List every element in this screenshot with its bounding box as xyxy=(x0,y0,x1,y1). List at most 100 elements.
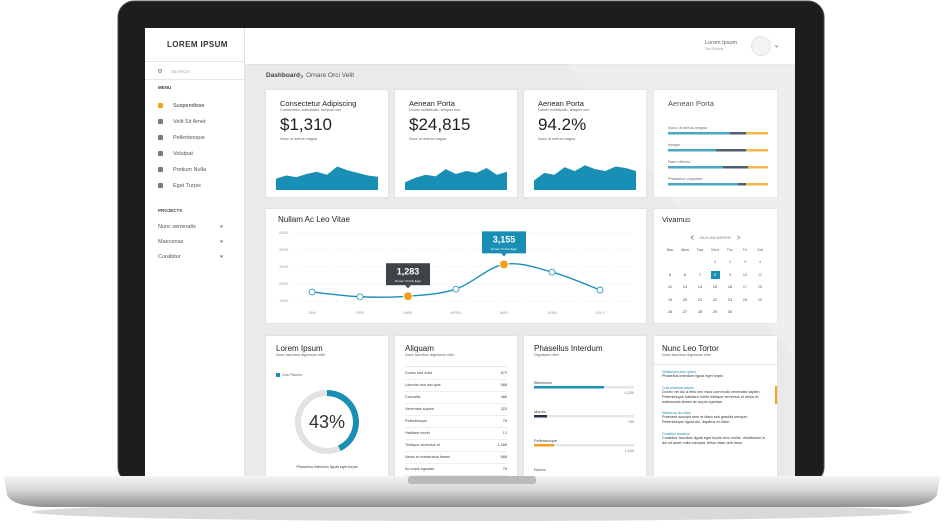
menu-item[interactable]: Suspendisse xyxy=(145,100,244,111)
progress-segment xyxy=(668,149,716,152)
calendar-day[interactable]: 24 xyxy=(742,297,748,302)
highlight-point xyxy=(499,259,509,270)
calendar-day[interactable]: 19 xyxy=(667,297,673,302)
feed-item[interactable]: Nullam ac leo vitae Praesent suscipit sem… xyxy=(654,411,777,425)
list-value: 486 xyxy=(500,395,507,399)
calendar-day[interactable]: 26 xyxy=(667,310,673,314)
calendar-day[interactable]: 20 xyxy=(682,297,688,302)
list-card: Aliquam Nunc faucibus dignissim nibh Donec… xyxy=(395,336,517,476)
project-item[interactable]: Maecenas xyxy=(145,236,244,247)
menu-label: Eget Turpis xyxy=(173,182,201,189)
list-value: 872 xyxy=(500,371,507,375)
point xyxy=(452,285,460,293)
project-item[interactable]: Nunc venenatis xyxy=(145,221,244,232)
x-tick-label: FEB xyxy=(356,310,364,315)
chevron xyxy=(219,255,224,258)
progress-label: Integer xyxy=(668,142,681,147)
divider xyxy=(654,364,777,365)
bar-card: Phasellus Interdum Dignissim nibh Bibendum… xyxy=(524,336,646,476)
calendar-day[interactable]: 29 xyxy=(712,310,718,314)
avatar[interactable] xyxy=(751,36,771,56)
chevron-icon xyxy=(219,225,224,228)
y-tick-label: 3000 xyxy=(279,264,289,269)
menu-item[interactable]: Volutpat xyxy=(145,148,244,159)
stat-card: Aenean Porta Donec sollicitudin, tempus n… xyxy=(524,90,646,197)
y-tick-label: 4000 xyxy=(279,247,289,252)
calendar-day[interactable]: 25 xyxy=(757,297,763,302)
screen: LOREM IPSUM SEARCH MENU Suspendisse Velit Si… xyxy=(145,28,795,476)
menu-item[interactable]: Pellentesque xyxy=(145,132,244,143)
list-value: 1,288 xyxy=(497,443,507,447)
calendar-day[interactable]: 3 xyxy=(743,260,747,264)
menu-icon xyxy=(158,183,163,188)
feed-card: Nunc Leo Tortor Nunc faucibus dignissim n… xyxy=(654,336,777,476)
callout-value: 1,283 xyxy=(397,267,420,277)
feed-item[interactable]: Vestibulum ante ipsum Phasellus interdum … xyxy=(654,370,777,379)
calendar-month: NULLAM SAPIEN xyxy=(700,235,731,240)
progress-label: Nunc ut metus magna xyxy=(668,125,708,130)
sparkline xyxy=(276,166,378,190)
menu-item[interactable]: Velit Sit Amet xyxy=(145,116,244,127)
calendar-day[interactable]: 15 xyxy=(712,285,718,289)
calendar-day[interactable]: 21 xyxy=(697,297,703,302)
feed-item[interactable]: Cras pharetra mauris Donec vel dui a feli… xyxy=(654,386,777,405)
feed-text: Praesent suscipit sem et diam sed gravid… xyxy=(662,415,748,424)
breadcrumb-root[interactable]: Dashboard xyxy=(266,72,300,79)
card-title: Aenean Porta xyxy=(668,99,714,108)
weekday: Mon xyxy=(681,248,689,252)
calendar-day[interactable]: 23 xyxy=(727,297,733,302)
calendar-day[interactable]: 17 xyxy=(742,285,748,289)
chevron-icon xyxy=(690,235,694,240)
base-notch xyxy=(408,476,536,484)
search-input[interactable]: SEARCH xyxy=(171,69,190,74)
card-title: Aenean Porta xyxy=(538,99,584,108)
calendar-day-selected[interactable]: 8 xyxy=(710,270,720,279)
calendar-day[interactable]: 12 xyxy=(667,285,673,289)
progress-segment xyxy=(668,166,723,169)
menu-icon xyxy=(158,103,163,108)
feed-active-marker xyxy=(775,386,777,405)
calendar-day[interactable]: 1 xyxy=(713,260,717,264)
y-tick-label: 5000 xyxy=(279,230,289,235)
calendar-day[interactable]: 5 xyxy=(668,272,672,277)
feed-text: Donec vel dui a felis nec risus commodo … xyxy=(662,390,761,404)
x-tick-label: MAY xyxy=(500,310,509,315)
feed-heading: Nullam ac leo vitae xyxy=(662,411,691,415)
progress-segment xyxy=(738,183,746,186)
stat-value: $24,815 xyxy=(409,115,471,134)
calendar-day[interactable]: 4 xyxy=(758,260,762,264)
x-tick-label: JAN xyxy=(308,310,316,315)
calendar-day[interactable]: 7 xyxy=(698,272,702,277)
sparkline-area xyxy=(276,166,378,190)
bar-value: 1,200 xyxy=(624,449,634,453)
calendar-day[interactable]: 6 xyxy=(683,272,687,277)
calendar-day[interactable]: 9 xyxy=(728,272,732,277)
chevron xyxy=(219,240,224,243)
list-value: 323 xyxy=(500,407,507,411)
calendar-day[interactable]: 16 xyxy=(727,285,733,289)
menu-item[interactable]: Eget Turpis xyxy=(145,180,244,191)
calendar-day[interactable]: 22 xyxy=(712,297,718,302)
legend-swatch xyxy=(276,373,280,377)
calendar-day[interactable]: 13 xyxy=(682,285,688,289)
card-title: Phasellus Interdum xyxy=(534,344,603,353)
menu-item[interactable]: Pretium Nulla xyxy=(145,164,244,175)
donut-label: 43% xyxy=(309,412,345,432)
divider xyxy=(405,391,507,392)
callout-note: Donec Ut Orci Eget xyxy=(395,279,421,283)
project-item[interactable]: Curabitur xyxy=(145,251,244,262)
card-title: Aenean Porta xyxy=(409,99,455,108)
callout-value: 3,155 xyxy=(493,235,516,245)
y-tick-label: 2000 xyxy=(279,281,289,286)
calendar-day[interactable]: 2 xyxy=(728,260,732,264)
point xyxy=(356,293,364,301)
calendar-day[interactable]: 11 xyxy=(758,272,762,277)
card-subtitle: Dignissim nibh xyxy=(534,353,559,357)
feed-item[interactable]: Curabitur faucibus Curabitur faucibus lig… xyxy=(654,432,777,446)
calendar-day[interactable]: 30 xyxy=(727,310,733,314)
calendar-day[interactable]: 27 xyxy=(682,310,688,314)
calendar-day[interactable]: 10 xyxy=(742,272,748,277)
calendar-day[interactable]: 18 xyxy=(757,285,763,289)
calendar-day[interactable]: 14 xyxy=(697,285,703,289)
calendar-day[interactable]: 28 xyxy=(697,310,703,314)
